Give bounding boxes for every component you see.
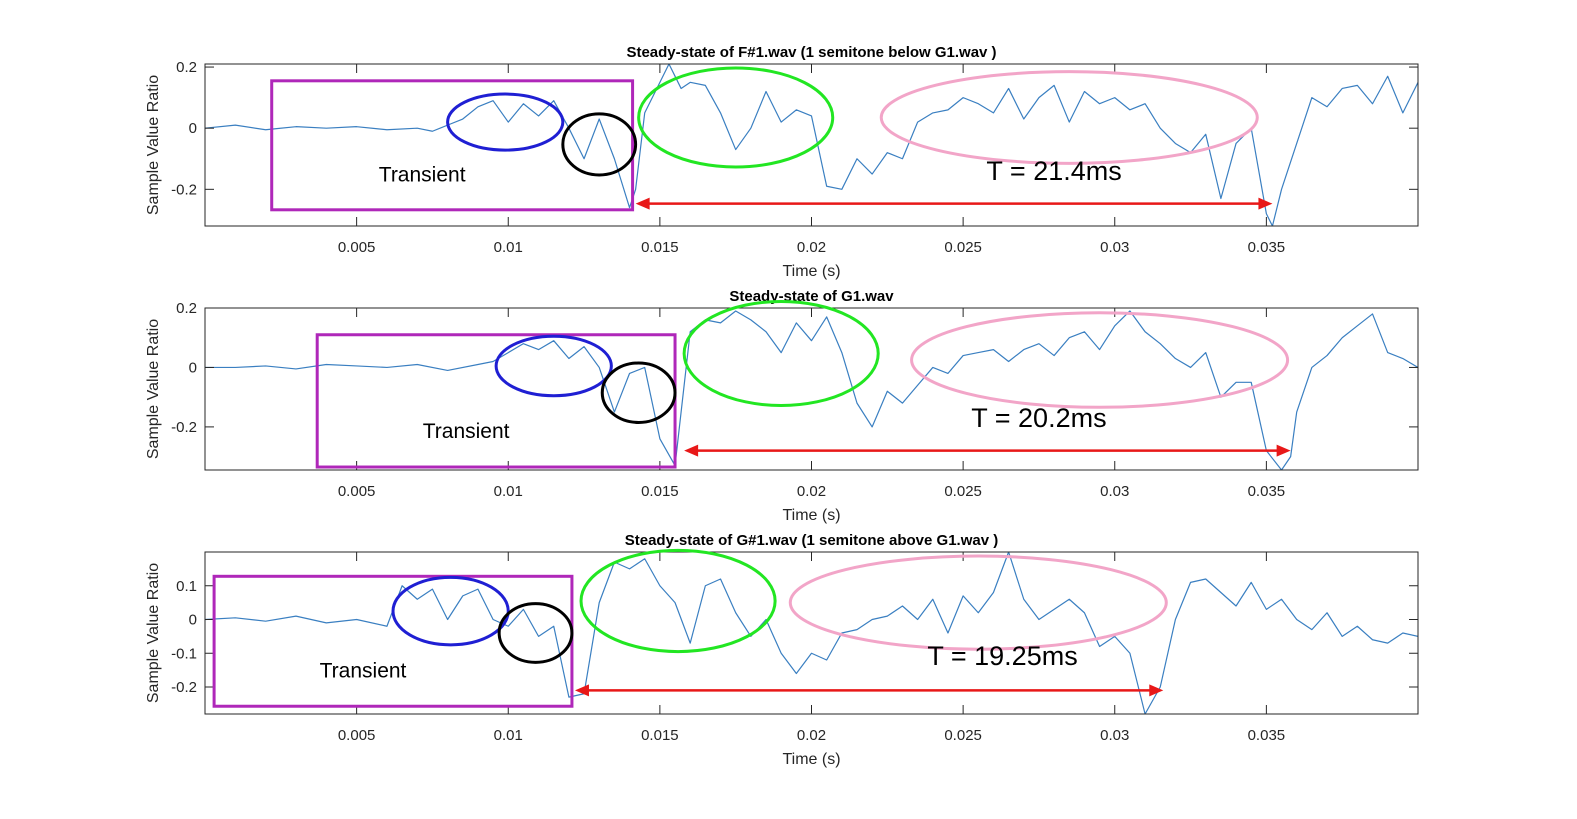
x-tick-label: 0.025 bbox=[944, 727, 982, 744]
transient-label: Transient bbox=[379, 163, 466, 186]
y-axis-label: Sample Value Ratio bbox=[145, 563, 162, 703]
period-label: T = 19.25ms bbox=[927, 641, 1077, 671]
x-tick-label: 0.035 bbox=[1248, 483, 1286, 500]
y-tick-label: -0.2 bbox=[171, 679, 197, 696]
period-arrow-head-right bbox=[1149, 684, 1164, 697]
x-tick-label: 0.005 bbox=[338, 727, 376, 744]
chart-title: Steady-state of G#1.wav (1 semitone abov… bbox=[625, 532, 998, 549]
x-tick-label: 0.015 bbox=[641, 239, 679, 256]
period-arrow-head-left bbox=[574, 684, 589, 697]
green-ellipse bbox=[637, 66, 835, 169]
y-tick-label: -0.2 bbox=[171, 419, 197, 436]
y-tick-label: -0.1 bbox=[171, 645, 197, 662]
transient-label: Transient bbox=[423, 420, 510, 443]
pink-ellipse bbox=[879, 70, 1259, 165]
x-tick-label: 0.01 bbox=[494, 239, 523, 256]
chart-panel-3: 0.005 0.01 0.015 0.02 0.025 0.03 0.035 0.1 0 -0.1… bbox=[145, 532, 1419, 768]
transient-box bbox=[270, 79, 635, 212]
x-tick-label: 0.005 bbox=[338, 239, 376, 256]
x-tick-label: 0.035 bbox=[1248, 239, 1286, 256]
plot-area bbox=[205, 308, 1418, 470]
waveform-line bbox=[205, 310, 1418, 470]
blue-ellipse bbox=[391, 575, 510, 647]
period-arrow-head-left bbox=[684, 444, 699, 457]
x-tick-label: 0.035 bbox=[1248, 727, 1286, 744]
x-tick-label: 0.015 bbox=[641, 727, 679, 744]
y-axis-label: Sample Value Ratio bbox=[145, 319, 162, 459]
y-tick-label: -0.2 bbox=[171, 181, 197, 198]
x-tick-label: 0.03 bbox=[1100, 483, 1129, 500]
x-tick-label: 0.005 bbox=[338, 483, 376, 500]
x-tick-label: 0.02 bbox=[797, 727, 826, 744]
annotations: Transient T = 19.25ms bbox=[212, 548, 1168, 708]
x-tick-label: 0.02 bbox=[797, 483, 826, 500]
blue-ellipse bbox=[494, 334, 613, 398]
y-tick-label: 0 bbox=[189, 612, 197, 629]
annotations: Transient T = 20.2ms bbox=[315, 299, 1291, 469]
y-axis-label: Sample Value Ratio bbox=[145, 75, 162, 215]
pink-ellipse bbox=[910, 311, 1290, 409]
transient-label: Transient bbox=[320, 660, 407, 683]
x-tick-label: 0.03 bbox=[1100, 727, 1129, 744]
period-label: T = 20.2ms bbox=[971, 403, 1106, 433]
waveform-line bbox=[205, 64, 1418, 226]
green-ellipse bbox=[579, 548, 777, 654]
blue-ellipse bbox=[446, 92, 565, 152]
annotations: Transient T = 21.4ms bbox=[270, 66, 1273, 212]
chart-panel-1: 0.005 0.01 0.015 0.02 0.025 0.03 0.035 0.2 0 -0.2… bbox=[145, 44, 1419, 280]
black-ellipse bbox=[561, 112, 638, 177]
x-axis-label: Time (s) bbox=[782, 263, 840, 280]
x-tick-label: 0.015 bbox=[641, 483, 679, 500]
x-tick-label: 0.02 bbox=[797, 239, 826, 256]
x-tick-label: 0.03 bbox=[1100, 239, 1129, 256]
waveform-line bbox=[205, 552, 1418, 714]
period-label: T = 21.4ms bbox=[986, 156, 1121, 186]
period-arrow-head-left bbox=[635, 197, 650, 210]
green-ellipse bbox=[682, 299, 880, 407]
period-arrow-head-right bbox=[1258, 197, 1273, 210]
x-tick-label: 0.01 bbox=[494, 727, 523, 744]
x-tick-label: 0.01 bbox=[494, 483, 523, 500]
x-tick-label: 0.025 bbox=[944, 239, 982, 256]
black-ellipse bbox=[497, 602, 574, 664]
chart-panel-2: 0.005 0.01 0.015 0.02 0.025 0.03 0.035 0.2 0 -0.2… bbox=[145, 288, 1419, 524]
x-tick-label: 0.025 bbox=[944, 483, 982, 500]
x-axis-label: Time (s) bbox=[782, 751, 840, 768]
pink-ellipse bbox=[788, 554, 1168, 651]
y-tick-label: 0.2 bbox=[176, 59, 197, 76]
y-tick-label: 0 bbox=[189, 120, 197, 137]
y-tick-label: 0.1 bbox=[176, 578, 197, 595]
y-tick-label: 0.2 bbox=[176, 300, 197, 317]
y-tick-label: 0 bbox=[189, 359, 197, 376]
period-arrow-head-right bbox=[1276, 444, 1291, 457]
chart-title: Steady-state of F#1.wav (1 semitone belo… bbox=[626, 44, 996, 61]
black-ellipse bbox=[600, 361, 677, 424]
x-axis-label: Time (s) bbox=[782, 507, 840, 524]
